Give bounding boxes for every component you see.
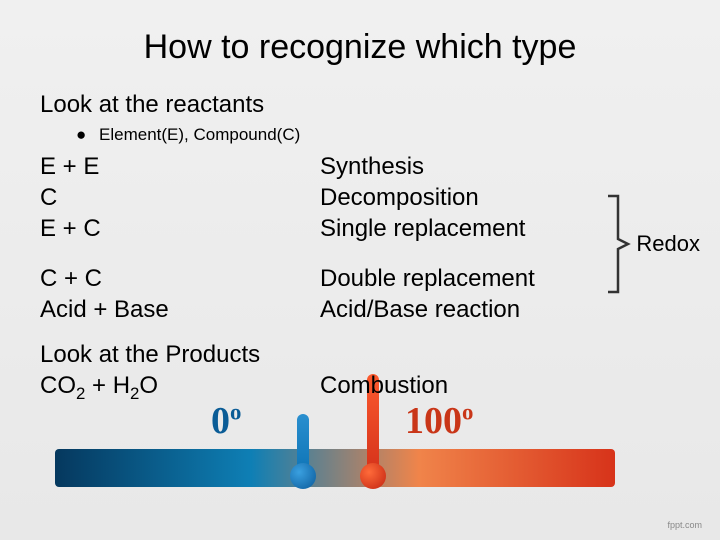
reactant-cc: C + C [40, 263, 320, 294]
type-synthesis: Synthesis [320, 151, 525, 182]
reactants-col-2: C + C Acid + Base [40, 263, 320, 325]
slide: How to recognize which type Look at the … [0, 0, 720, 540]
types-col-2: Double replacement Acid/Base reaction [320, 263, 535, 325]
product-formula: CO2 + H2O [40, 370, 320, 405]
subtitle-products: Look at the Products [40, 339, 320, 370]
reaction-block-1: E + E C E + C Synthesis Decomposition Si… [40, 151, 680, 245]
type-double-replacement: Double replacement [320, 263, 535, 294]
gradient-bar [55, 449, 615, 487]
bracket-icon [606, 194, 632, 294]
type-decomposition: Decomposition [320, 182, 525, 213]
reaction-block-2: C + C Acid + Base Double replacement Aci… [40, 263, 680, 325]
reactants-col-1: E + E C E + C [40, 151, 320, 245]
reactant-c: C [40, 182, 320, 213]
reactant-ee: E + E [40, 151, 320, 182]
footer-credit: fppt.com [667, 520, 702, 530]
slide-title: How to recognize which type [40, 28, 680, 67]
bullet-element-compound: ● Element(E), Compound(C) [76, 125, 680, 145]
type-combustion: Combustion [320, 370, 448, 401]
reactant-ec: E + C [40, 213, 320, 244]
temp-hundred-label: 100o [405, 399, 473, 443]
reactant-acid-base: Acid + Base [40, 294, 320, 325]
type-single-replacement: Single replacement [320, 213, 525, 244]
bullet-icon: ● [76, 125, 86, 144]
products-col: Look at the Products CO2 + H2O [40, 339, 320, 405]
redox-bracket-group: Redox [606, 194, 700, 294]
redox-label: Redox [636, 231, 700, 257]
temp-zero-label: 0o [211, 399, 241, 443]
thermometer-graphic: 0o 100o [55, 395, 615, 505]
subtitle-reactants: Look at the reactants [40, 91, 680, 119]
type-acid-base: Acid/Base reaction [320, 294, 535, 325]
reaction-block-3: Look at the Products CO2 + H2O Combustio… [40, 339, 680, 405]
types-col-1: Synthesis Decomposition Single replaceme… [320, 151, 525, 245]
types-col-3: Combustion [320, 339, 448, 401]
bullet-text: Element(E), Compound(C) [99, 125, 300, 144]
